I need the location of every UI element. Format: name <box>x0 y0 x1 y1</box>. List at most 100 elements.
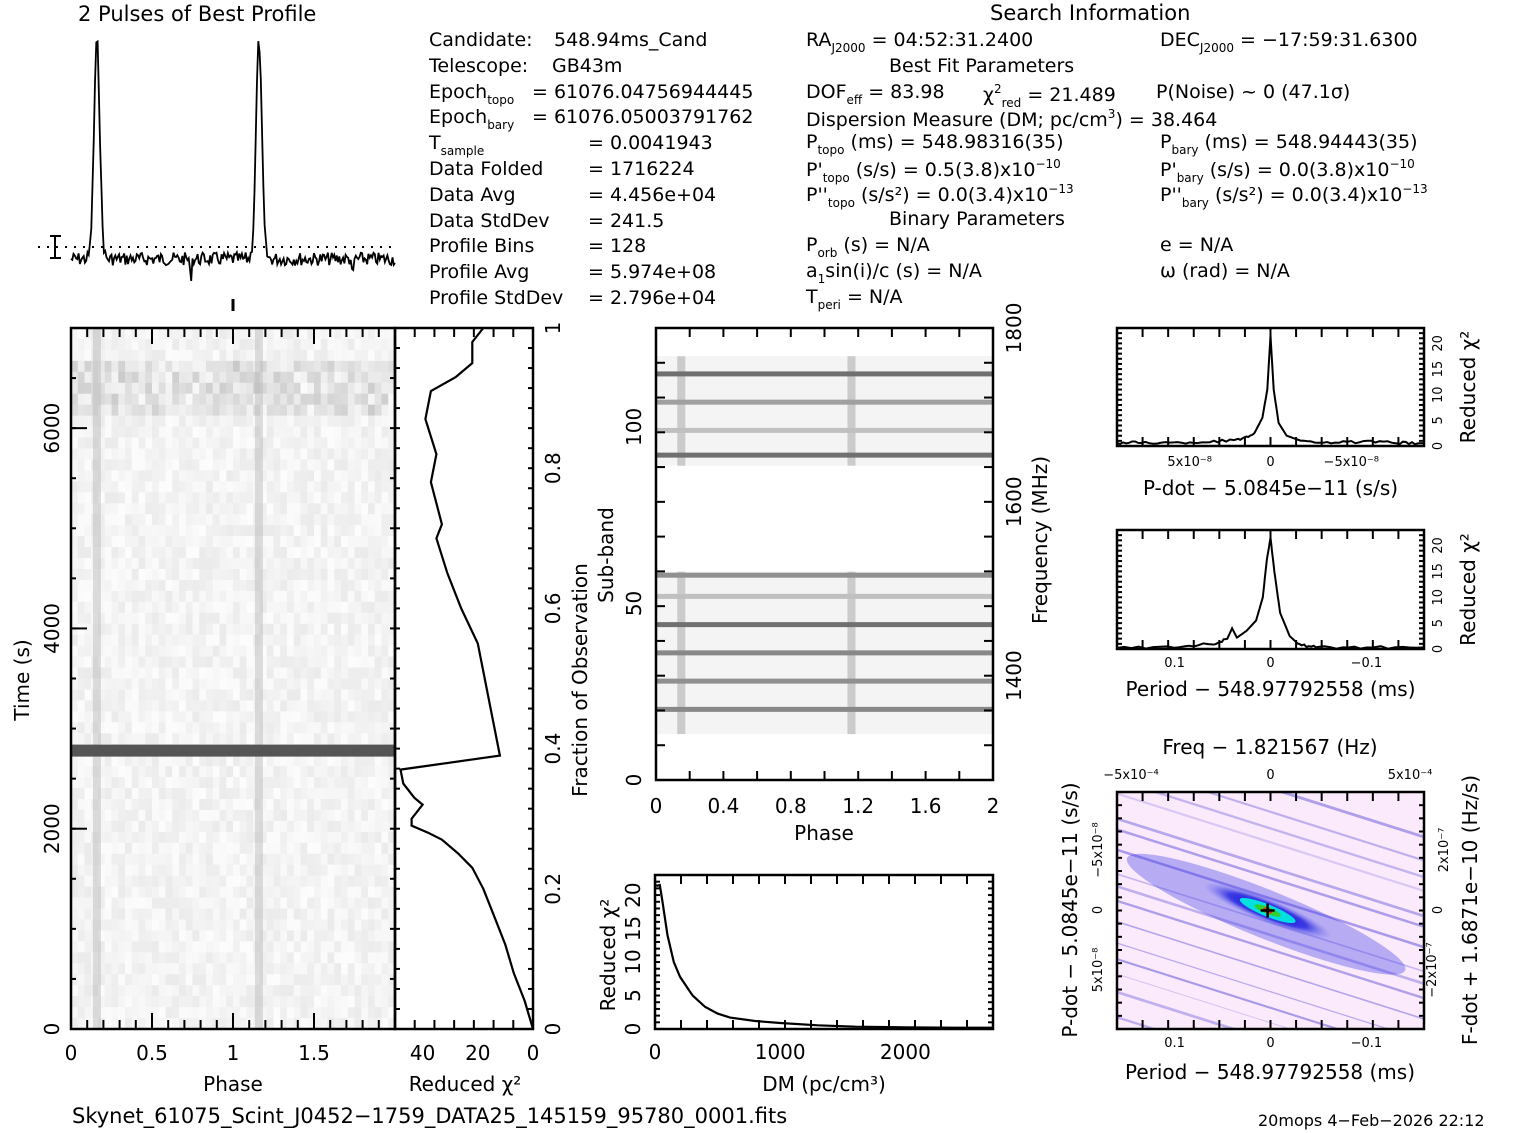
time-phase-cell <box>287 842 295 855</box>
p-topo-sub: topo <box>817 143 845 157</box>
time-phase-cell <box>125 470 133 482</box>
time-phase-cell <box>226 667 234 679</box>
time-phase-cell <box>327 656 335 669</box>
time-phase-cell <box>361 514 369 526</box>
time-phase-cell <box>199 558 207 570</box>
time-phase-cell <box>71 831 79 844</box>
time-phase-cell <box>334 568 342 581</box>
time-phase-cell <box>320 503 328 515</box>
time-phase-cell <box>361 777 369 789</box>
time-phase-cell <box>98 503 106 515</box>
time-phase-cell <box>199 481 207 493</box>
x-tick-label: −0.1 <box>1351 656 1383 671</box>
time-phase-cell <box>165 908 173 920</box>
time-phase-cell <box>381 338 389 351</box>
time-phase-cell <box>199 579 207 592</box>
time-phase-cell <box>320 678 328 690</box>
time-phase-cell <box>239 612 247 625</box>
time-phase-cell <box>260 360 268 373</box>
time-phase-cell <box>233 809 241 822</box>
time-phase-cell <box>219 481 227 493</box>
time-phase-cell <box>320 798 328 811</box>
time-phase-cell <box>374 492 382 504</box>
filename-footer: Skynet_61075_Scint_J0452−1759_DATA25_145… <box>72 1104 788 1128</box>
time-phase-cell <box>246 1007 254 1019</box>
time-phase-cell <box>131 875 139 888</box>
time-phase-cell <box>179 875 187 888</box>
time-phase-cell <box>307 766 315 778</box>
time-phase-cell <box>314 547 322 559</box>
time-phase-cell <box>381 820 389 833</box>
time-phase-cell <box>165 952 173 964</box>
time-phase-cell <box>314 809 322 822</box>
time-phase-cell <box>320 700 328 712</box>
time-phase-cell <box>307 700 315 712</box>
time-phase-cell <box>368 514 376 526</box>
time-phase-cell <box>388 470 396 482</box>
time-phase-cell <box>145 492 153 504</box>
time-phase-cell <box>327 766 335 778</box>
time-phase-cell <box>300 634 308 647</box>
time-phase-cell <box>226 558 234 570</box>
time-phase-cell <box>212 547 220 559</box>
time-phase-cell <box>381 809 389 822</box>
time-phase-cell <box>334 371 342 384</box>
time-phase-cell <box>125 820 133 833</box>
time-phase-cell <box>354 766 362 778</box>
time-phase-cell <box>125 579 133 592</box>
time-phase-cell <box>361 1007 369 1019</box>
time-phase-cell <box>185 930 193 942</box>
time-phase-cell <box>266 886 274 899</box>
time-phase-cell <box>320 897 328 910</box>
time-phase-cell <box>98 470 106 482</box>
time-phase-cell <box>287 459 295 471</box>
time-phase-cell <box>192 415 200 428</box>
time-phase-cell <box>307 360 315 373</box>
time-phase-cell <box>314 404 322 417</box>
time-phase-cell <box>145 963 153 975</box>
time-phase-cell <box>199 349 207 362</box>
time-phase-cell <box>125 766 133 778</box>
time-phase-cell <box>260 437 268 449</box>
time-phase-cell <box>388 875 396 888</box>
time-phase-cell <box>179 700 187 712</box>
time-phase-cell <box>334 634 342 647</box>
time-phase-cell <box>334 437 342 449</box>
time-phase-cell <box>199 360 207 373</box>
time-phase-cell <box>388 678 396 690</box>
time-phase-cell <box>98 941 106 953</box>
time-phase-cell <box>77 338 85 351</box>
time-phase-cell <box>246 371 254 384</box>
time-phase-cell <box>206 601 214 614</box>
time-phase-cell <box>307 579 315 592</box>
time-phase-cell <box>152 547 160 559</box>
time-phase-cell <box>334 547 342 559</box>
time-phase-cell <box>152 568 160 581</box>
time-phase-cell <box>273 612 281 625</box>
y-tick-label: 1 <box>541 322 565 335</box>
time-phase-cell <box>239 437 247 449</box>
time-phase-cell <box>381 842 389 855</box>
time-phase-cell <box>293 338 301 351</box>
time-phase-cell <box>347 612 355 625</box>
time-phase-cell <box>84 755 92 767</box>
time-phase-cell <box>185 864 193 877</box>
time-phase-cell <box>266 853 274 866</box>
time-phase-cell <box>158 645 166 658</box>
time-phase-cell <box>246 930 254 942</box>
time-phase-cell <box>266 766 274 778</box>
time-phase-cell <box>381 404 389 417</box>
time-phase-cell <box>280 974 288 986</box>
time-phase-cell <box>260 623 268 636</box>
time-phase-cell <box>145 514 153 526</box>
time-phase-cell <box>104 766 112 778</box>
time-phase-cell <box>280 415 288 428</box>
time-phase-cell <box>84 360 92 373</box>
x-axis-label: Phase <box>794 821 854 845</box>
time-phase-cell <box>192 667 200 679</box>
time-phase-cell <box>280 503 288 515</box>
x-axis-label: Phase <box>203 1072 263 1096</box>
time-phase-cell <box>179 601 187 614</box>
time-phase-cell <box>300 371 308 384</box>
time-phase-cell <box>246 864 254 877</box>
